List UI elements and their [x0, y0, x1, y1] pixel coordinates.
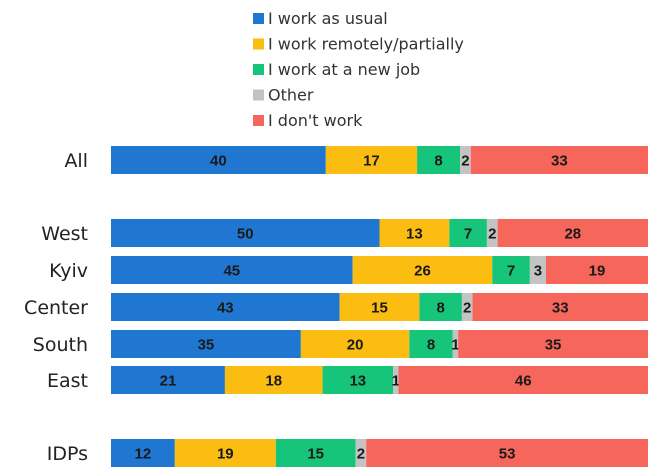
category-label-east: East — [47, 370, 88, 392]
category-label-west: West — [41, 223, 88, 245]
bar-segment-south-other — [452, 330, 459, 358]
bar-segment-south-i-work-as-usual — [111, 330, 301, 358]
category-label-idps: IDPs — [47, 443, 88, 465]
bar-segment-all-i-work-as-usual — [111, 146, 326, 174]
legend-swatch-i-work-as-usual — [253, 13, 264, 24]
value-label-south-i-don-t-work: 35 — [545, 337, 562, 354]
category-label-center: Center — [24, 297, 88, 319]
value-label-center-i-work-as-usual: 43 — [217, 300, 234, 317]
value-label-kyiv-i-work-as-usual: 45 — [223, 263, 240, 280]
legend-label-i-don-t-work: I don't work — [268, 111, 363, 130]
value-label-east-i-work-remotely-partially: 18 — [265, 373, 282, 390]
value-label-south-i-work-remotely-partially: 20 — [347, 337, 364, 354]
bar-segment-center-i-work-remotely-partially — [339, 293, 420, 321]
bar-segment-west-i-work-remotely-partially — [379, 219, 450, 247]
value-label-all-i-work-remotely-partially: 17 — [363, 153, 380, 170]
bar-segment-east-i-work-as-usual — [111, 366, 225, 394]
bar-segment-kyiv-other — [529, 256, 546, 284]
bar-segment-all-i-work-at-a-new-job — [417, 146, 461, 174]
bar-segment-east-other — [393, 366, 399, 394]
bar-segment-west-other — [486, 219, 498, 247]
bar-segment-kyiv-i-work-as-usual — [111, 256, 353, 284]
legend-label-i-work-at-a-new-job: I work at a new job — [268, 60, 420, 79]
bar-segment-south-i-work-remotely-partially — [300, 330, 410, 358]
value-label-kyiv-other: 3 — [534, 263, 542, 280]
bar-segment-center-other — [461, 293, 473, 321]
bar-segment-idps-i-work-remotely-partially — [174, 439, 276, 467]
bar-segment-south-i-don-t-work — [458, 330, 648, 358]
bar-segment-east-i-work-at-a-new-job — [322, 366, 394, 394]
legend-swatch-i-work-at-a-new-job — [253, 64, 264, 75]
legend-swatch-other — [253, 89, 264, 101]
bar-segment-idps-i-work-as-usual — [111, 439, 175, 467]
value-label-all-i-work-at-a-new-job: 8 — [434, 153, 442, 170]
bar-segment-idps-other — [355, 439, 367, 467]
value-label-west-other: 2 — [488, 226, 496, 243]
category-label-south: South — [33, 334, 88, 356]
value-label-south-i-work-at-a-new-job: 8 — [427, 337, 435, 354]
value-label-east-other: 1 — [392, 373, 400, 390]
bar-segment-kyiv-i-work-at-a-new-job — [492, 256, 530, 284]
bar-segment-west-i-don-t-work — [497, 219, 648, 247]
legend-label-i-work-remotely-partially: I work remotely/partially — [268, 35, 464, 54]
legend: I work as usual I work remotely/partially… — [253, 9, 464, 130]
legend-label-i-work-as-usual: I work as usual — [268, 9, 388, 28]
value-label-west-i-work-at-a-new-job: 7 — [464, 226, 472, 243]
legend-swatch-i-don-t-work — [253, 115, 264, 126]
value-label-east-i-don-t-work: 46 — [515, 373, 532, 390]
value-label-west-i-don-t-work: 28 — [564, 226, 581, 243]
bar-segment-center-i-work-at-a-new-job — [419, 293, 462, 321]
value-label-idps-i-work-at-a-new-job: 15 — [307, 446, 324, 463]
value-label-west-i-work-remotely-partially: 13 — [406, 226, 423, 243]
value-label-east-i-work-as-usual: 21 — [160, 373, 177, 390]
value-label-idps-other: 2 — [357, 446, 365, 463]
value-label-idps-i-work-remotely-partially: 19 — [217, 446, 234, 463]
legend-swatch-i-work-remotely-partially — [253, 38, 264, 50]
bar-segment-east-i-work-remotely-partially — [224, 366, 323, 394]
bar-segment-center-i-work-as-usual — [111, 293, 340, 321]
value-label-south-i-work-as-usual: 35 — [198, 337, 215, 354]
value-label-idps-i-don-t-work: 53 — [499, 446, 516, 463]
bar-segment-west-i-work-as-usual — [111, 219, 380, 247]
bar-segment-kyiv-i-don-t-work — [545, 256, 648, 284]
value-label-west-i-work-as-usual: 50 — [237, 226, 254, 243]
bar-segment-center-i-don-t-work — [472, 293, 648, 321]
value-label-all-i-work-as-usual: 40 — [210, 153, 227, 170]
value-label-kyiv-i-work-remotely-partially: 26 — [414, 263, 431, 280]
value-label-center-i-work-remotely-partially: 15 — [371, 300, 388, 317]
value-label-all-other: 2 — [461, 153, 469, 170]
value-label-center-i-work-at-a-new-job: 8 — [436, 300, 444, 317]
category-label-all: All — [64, 150, 88, 172]
value-label-kyiv-i-work-at-a-new-job: 7 — [507, 263, 515, 280]
legend-label-other: Other — [268, 86, 314, 105]
bar-segment-all-i-don-t-work — [470, 146, 648, 174]
bar-segment-kyiv-i-work-remotely-partially — [352, 256, 493, 284]
value-label-all-i-don-t-work: 33 — [551, 153, 568, 170]
value-label-center-i-don-t-work: 33 — [552, 300, 569, 317]
category-label-kyiv: Kyiv — [49, 260, 88, 282]
value-label-south-other: 1 — [451, 337, 459, 354]
value-label-idps-i-work-as-usual: 12 — [135, 446, 152, 463]
bar-segment-idps-i-work-at-a-new-job — [275, 439, 356, 467]
value-label-kyiv-i-don-t-work: 19 — [589, 263, 606, 280]
bar-segment-all-i-work-remotely-partially — [325, 146, 418, 174]
value-label-east-i-work-at-a-new-job: 13 — [349, 373, 366, 390]
value-label-center-other: 2 — [463, 300, 471, 317]
bar-segment-all-other — [460, 146, 471, 174]
bar-segment-west-i-work-at-a-new-job — [449, 219, 487, 247]
bar-segment-south-i-work-at-a-new-job — [409, 330, 453, 358]
bar-segment-idps-i-don-t-work — [366, 439, 648, 467]
bar-segment-east-i-don-t-work — [398, 366, 648, 394]
